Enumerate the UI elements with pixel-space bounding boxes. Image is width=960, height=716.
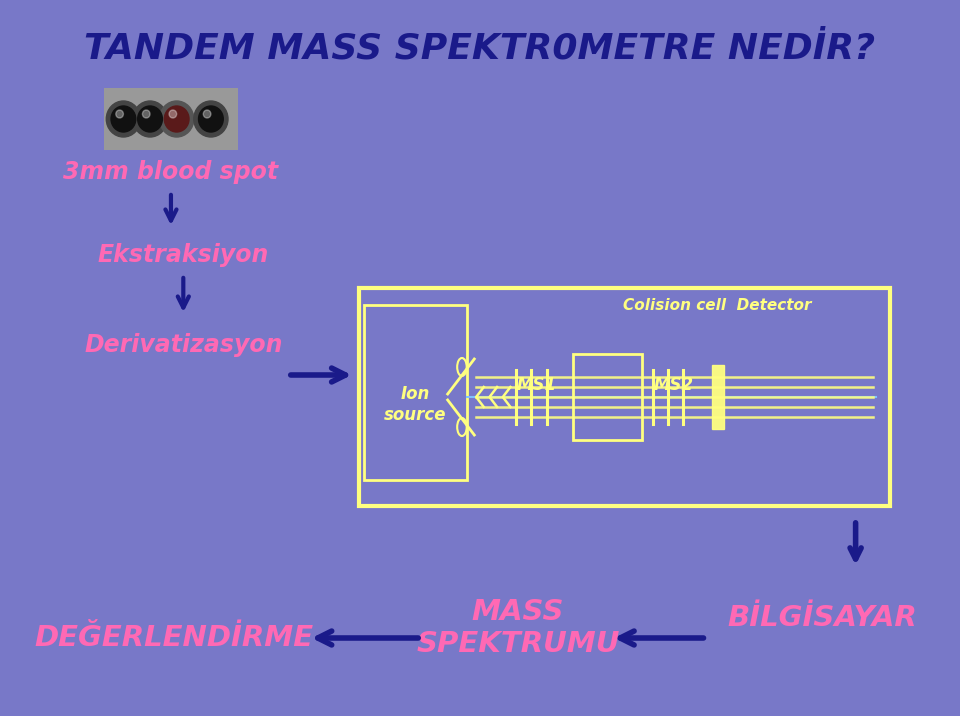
Text: Ion
source: Ion source: [384, 385, 446, 424]
Text: DEĞERLENDİRME: DEĞERLENDİRME: [35, 624, 313, 652]
Text: MS2: MS2: [654, 376, 694, 394]
Text: Colision cell  Detector: Colision cell Detector: [623, 298, 812, 312]
Circle shape: [164, 106, 189, 132]
Text: MS1: MS1: [517, 376, 557, 394]
Text: MASS
SPEKTRUMU: MASS SPEKTRUMU: [417, 598, 620, 658]
Text: BİLGİSAYAR: BİLGİSAYAR: [728, 604, 917, 632]
Bar: [712, 365, 725, 429]
Circle shape: [111, 106, 135, 132]
Circle shape: [107, 101, 140, 137]
Circle shape: [137, 106, 162, 132]
Circle shape: [159, 101, 194, 137]
Text: 3mm blood spot: 3mm blood spot: [63, 160, 278, 184]
Circle shape: [116, 110, 124, 118]
Circle shape: [142, 110, 150, 118]
Bar: [573, 354, 641, 440]
Circle shape: [169, 110, 177, 118]
Bar: [105, 88, 237, 150]
Circle shape: [132, 101, 167, 137]
Bar: [359, 288, 890, 506]
Text: Ekstraksiyon: Ekstraksiyon: [98, 243, 269, 267]
Circle shape: [204, 110, 211, 118]
Text: TANDEM MASS SPEKTR0METRE NEDİR?: TANDEM MASS SPEKTR0METRE NEDİR?: [84, 31, 876, 65]
Bar: [364, 305, 467, 480]
Circle shape: [194, 101, 228, 137]
Circle shape: [199, 106, 224, 132]
Text: Derivatizasyon: Derivatizasyon: [84, 333, 282, 357]
